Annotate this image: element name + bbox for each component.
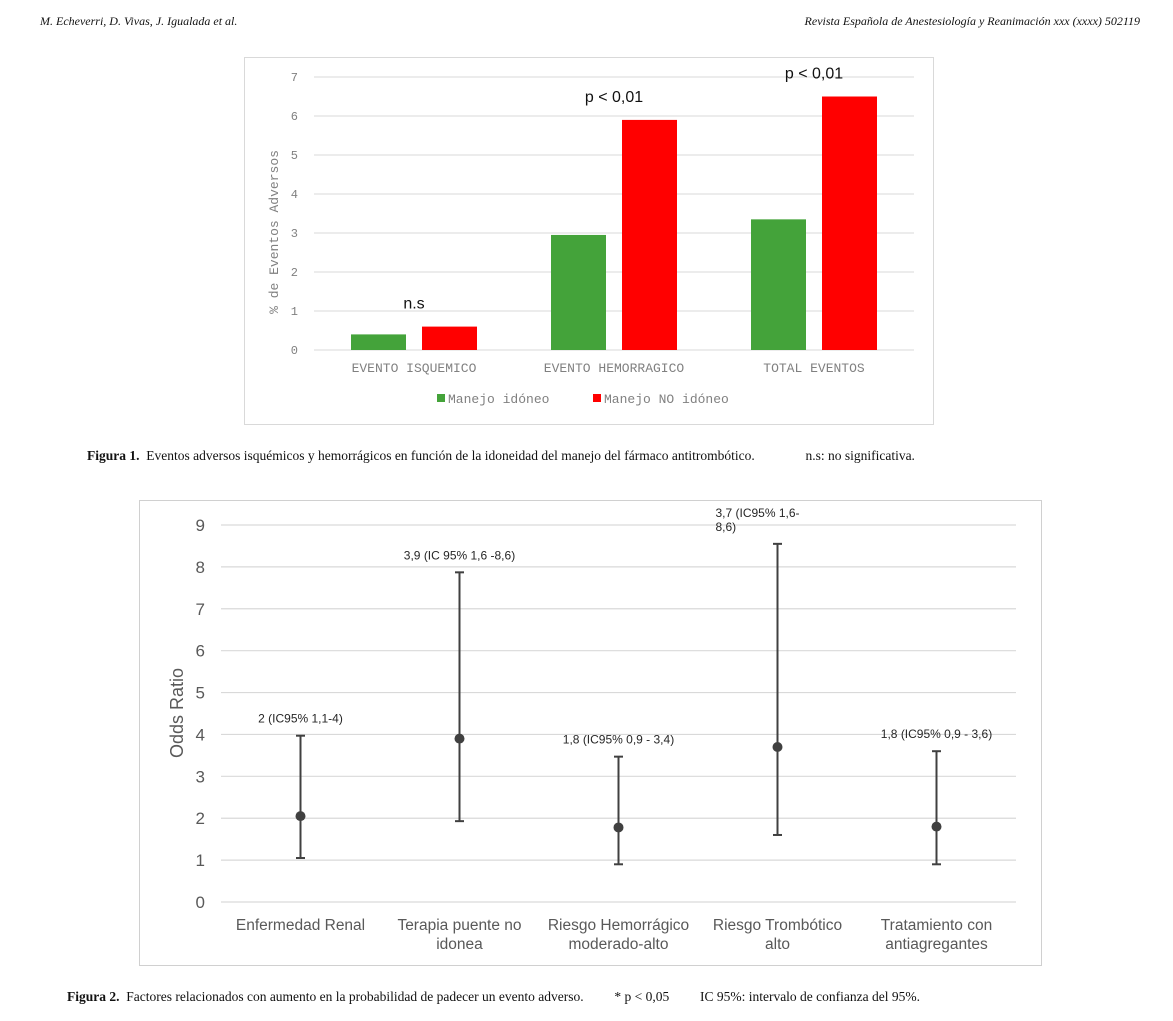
figure2-point-label-line: 1,8 (IC95% 0,9 - 3,6) [881,727,992,741]
figure2-caption: Figura 2. Factores relacionados con aume… [67,989,920,1005]
figure2-frame [139,500,1042,966]
figure1-y-tick-label: 6 [291,110,298,124]
figure2-y-tick-label: 6 [196,642,205,661]
figure2-y-tick-label: 5 [196,684,205,703]
figure2-x-tick-label-line: antiagregantes [885,936,988,953]
figure1-bar [351,334,406,350]
figure2-x-tick-label: Riesgo Hemorrágico moderado-alto [548,917,689,953]
figure1-y-tick-label: 5 [291,149,298,163]
figure2-caption-note-2: IC 95%: intervalo de confianza del 95%. [699,989,921,1004]
figure1-legend-label: Manejo idóneo [448,392,549,407]
figure2-point [772,742,783,753]
figure2-x-tick-label: Terapia puente no idonea [397,917,521,953]
figure2-odds-ratio-chart: 0 1 2 3 4 5 6 7 8 9 Odds Ratio 2 (IC95% 1,1-4) 3,9… [139,500,1042,966]
running-header-authors: M. Echeverri, D. Vivas, J. Igualada et a… [40,14,238,28]
figure2-point [454,733,465,744]
figure2-x-tick-label-line: Riesgo Hemorrágico [548,917,689,934]
figure1-x-ticks: EVENTO ISQUEMICO EVENTO HEMORRAGICO TOTAL … [352,361,865,376]
figure2-y-tick-label: 2 [196,809,205,828]
figure2-y-tick-label: 1 [196,851,205,870]
figure1-bar [422,326,477,350]
figure2-y-tick-label: 7 [196,600,205,619]
figure2-point-label-line: 1,8 (IC95% 0,9 - 3,4) [563,733,674,747]
figure2-point-label-line: 8,6) [716,520,737,534]
figure2-point-label-line: 3,7 (IC95% 1,6- [716,506,800,520]
figure1-y-tick-label: 7 [291,71,298,85]
figure2-x-tick-label: Tratamiento con antiagregantes [881,917,992,953]
figure1-y-tick-label: 4 [291,188,298,202]
figure1-bar [751,219,806,350]
figure2-x-tick-label-line: Terapia puente no [397,917,521,934]
figure2-x-tick-label: Riesgo Trombótico alto [713,917,842,953]
figure1-bar [822,96,877,350]
figure1-annotation: n.s [403,296,424,313]
figure2-point-label: 1,8 (IC95% 0,9 - 3,4) [563,733,674,747]
figure2-x-tick-label-line: moderado-alto [569,936,669,953]
figure1-y-ticks: 0 1 2 3 4 5 6 7 [291,71,298,358]
figure2-y-tick-label: 9 [196,516,205,535]
figure2-x-tick-label-line: alto [765,936,790,953]
figure1-y-tick-label: 2 [291,266,298,280]
figure2-x-tick-label-line: Riesgo Trombótico [713,917,842,934]
figure1-y-tick-label: 1 [291,305,298,319]
figure2-y-tick-label: 3 [196,767,205,786]
figure2-points: 2 (IC95% 1,1-4) 3,9 (IC 95% 1,6 -8,6) 1,8 … [258,506,992,866]
figure1-bar [551,234,606,350]
figure2-x-tick-label: Enfermedad Renal [236,917,365,934]
figure2-y-ticks: 0 1 2 3 4 5 6 7 8 9 [196,516,205,912]
figure1-caption-label: Figura 1. [87,448,140,463]
figure2-caption-note-1: * p < 0,05 [614,989,670,1004]
figure2-caption-text: Factores relacionados con aumento en la … [126,989,584,1004]
figure1-bar [622,119,677,351]
figure2-point-label: 1,8 (IC95% 0,9 - 3,6) [881,727,992,741]
figure1-x-tick-label: EVENTO ISQUEMICO [352,361,477,376]
figure1-legend: Manejo idóneo Manejo NO idóneo [437,392,729,407]
figure1-annotations: n.s p < 0,01 p < 0,01 [403,66,843,313]
figure1-legend-swatch [437,394,445,402]
figure1-legend-label: Manejo NO idóneo [604,392,729,407]
figure1-y-axis-label: % de Eventos Adversos [267,150,282,314]
figure1-bars [351,96,877,351]
figure2-caption-label: Figura 2. [67,989,120,1004]
figure2-point-label-line: 2 (IC95% 1,1-4) [258,712,343,726]
figure2-point [931,821,942,832]
figure1-caption: Figura 1. Eventos adversos isquémicos y … [87,448,915,464]
figure2-y-tick-label: 8 [196,558,205,577]
figure2-point-label: 3,7 (IC95% 1,6-8,6) [716,506,800,534]
figure1-caption-note: n.s: no significativa. [805,448,915,463]
figure1-x-tick-label: EVENTO HEMORRAGICO [544,361,685,376]
figure2-x-tick-label-line: idonea [436,936,483,953]
figure2-x-ticks: Enfermedad Renal Terapia puente no idonea R… [236,917,992,953]
figure1-x-tick-label: TOTAL EVENTOS [763,361,865,376]
figure1-annotation: p < 0,01 [585,89,643,106]
figure2-point [613,822,624,833]
figure2-point-label-line: 3,9 (IC 95% 1,6 -8,6) [404,548,515,562]
figure2-point-label: 2 (IC95% 1,1-4) [258,712,343,726]
running-header-journal: Revista Española de Anestesiología y Rea… [804,14,1140,28]
figure1-annotation: p < 0,01 [785,66,843,83]
figure2-x-tick-label-line: Tratamiento con [881,917,992,934]
figure1-bar-chart: 0 1 2 3 4 5 6 7 % de Eventos Adversos n.s p < 0,… [244,57,934,425]
figure2-y-tick-label: 4 [196,725,205,744]
figure1-legend-swatch [593,394,601,402]
figure2-x-tick-label-line: Enfermedad Renal [236,917,365,934]
figure1-y-tick-label: 0 [291,344,298,358]
figure1-y-tick-label: 3 [291,227,298,241]
figure2-point-label: 3,9 (IC 95% 1,6 -8,6) [404,548,515,562]
figure2-y-tick-label: 0 [196,893,205,912]
figure2-point [295,811,306,822]
figure1-caption-text: Eventos adversos isquémicos y hemorrágic… [146,448,755,463]
figure1-gridlines [314,76,914,351]
figure2-y-axis-label: Odds Ratio [167,668,187,758]
